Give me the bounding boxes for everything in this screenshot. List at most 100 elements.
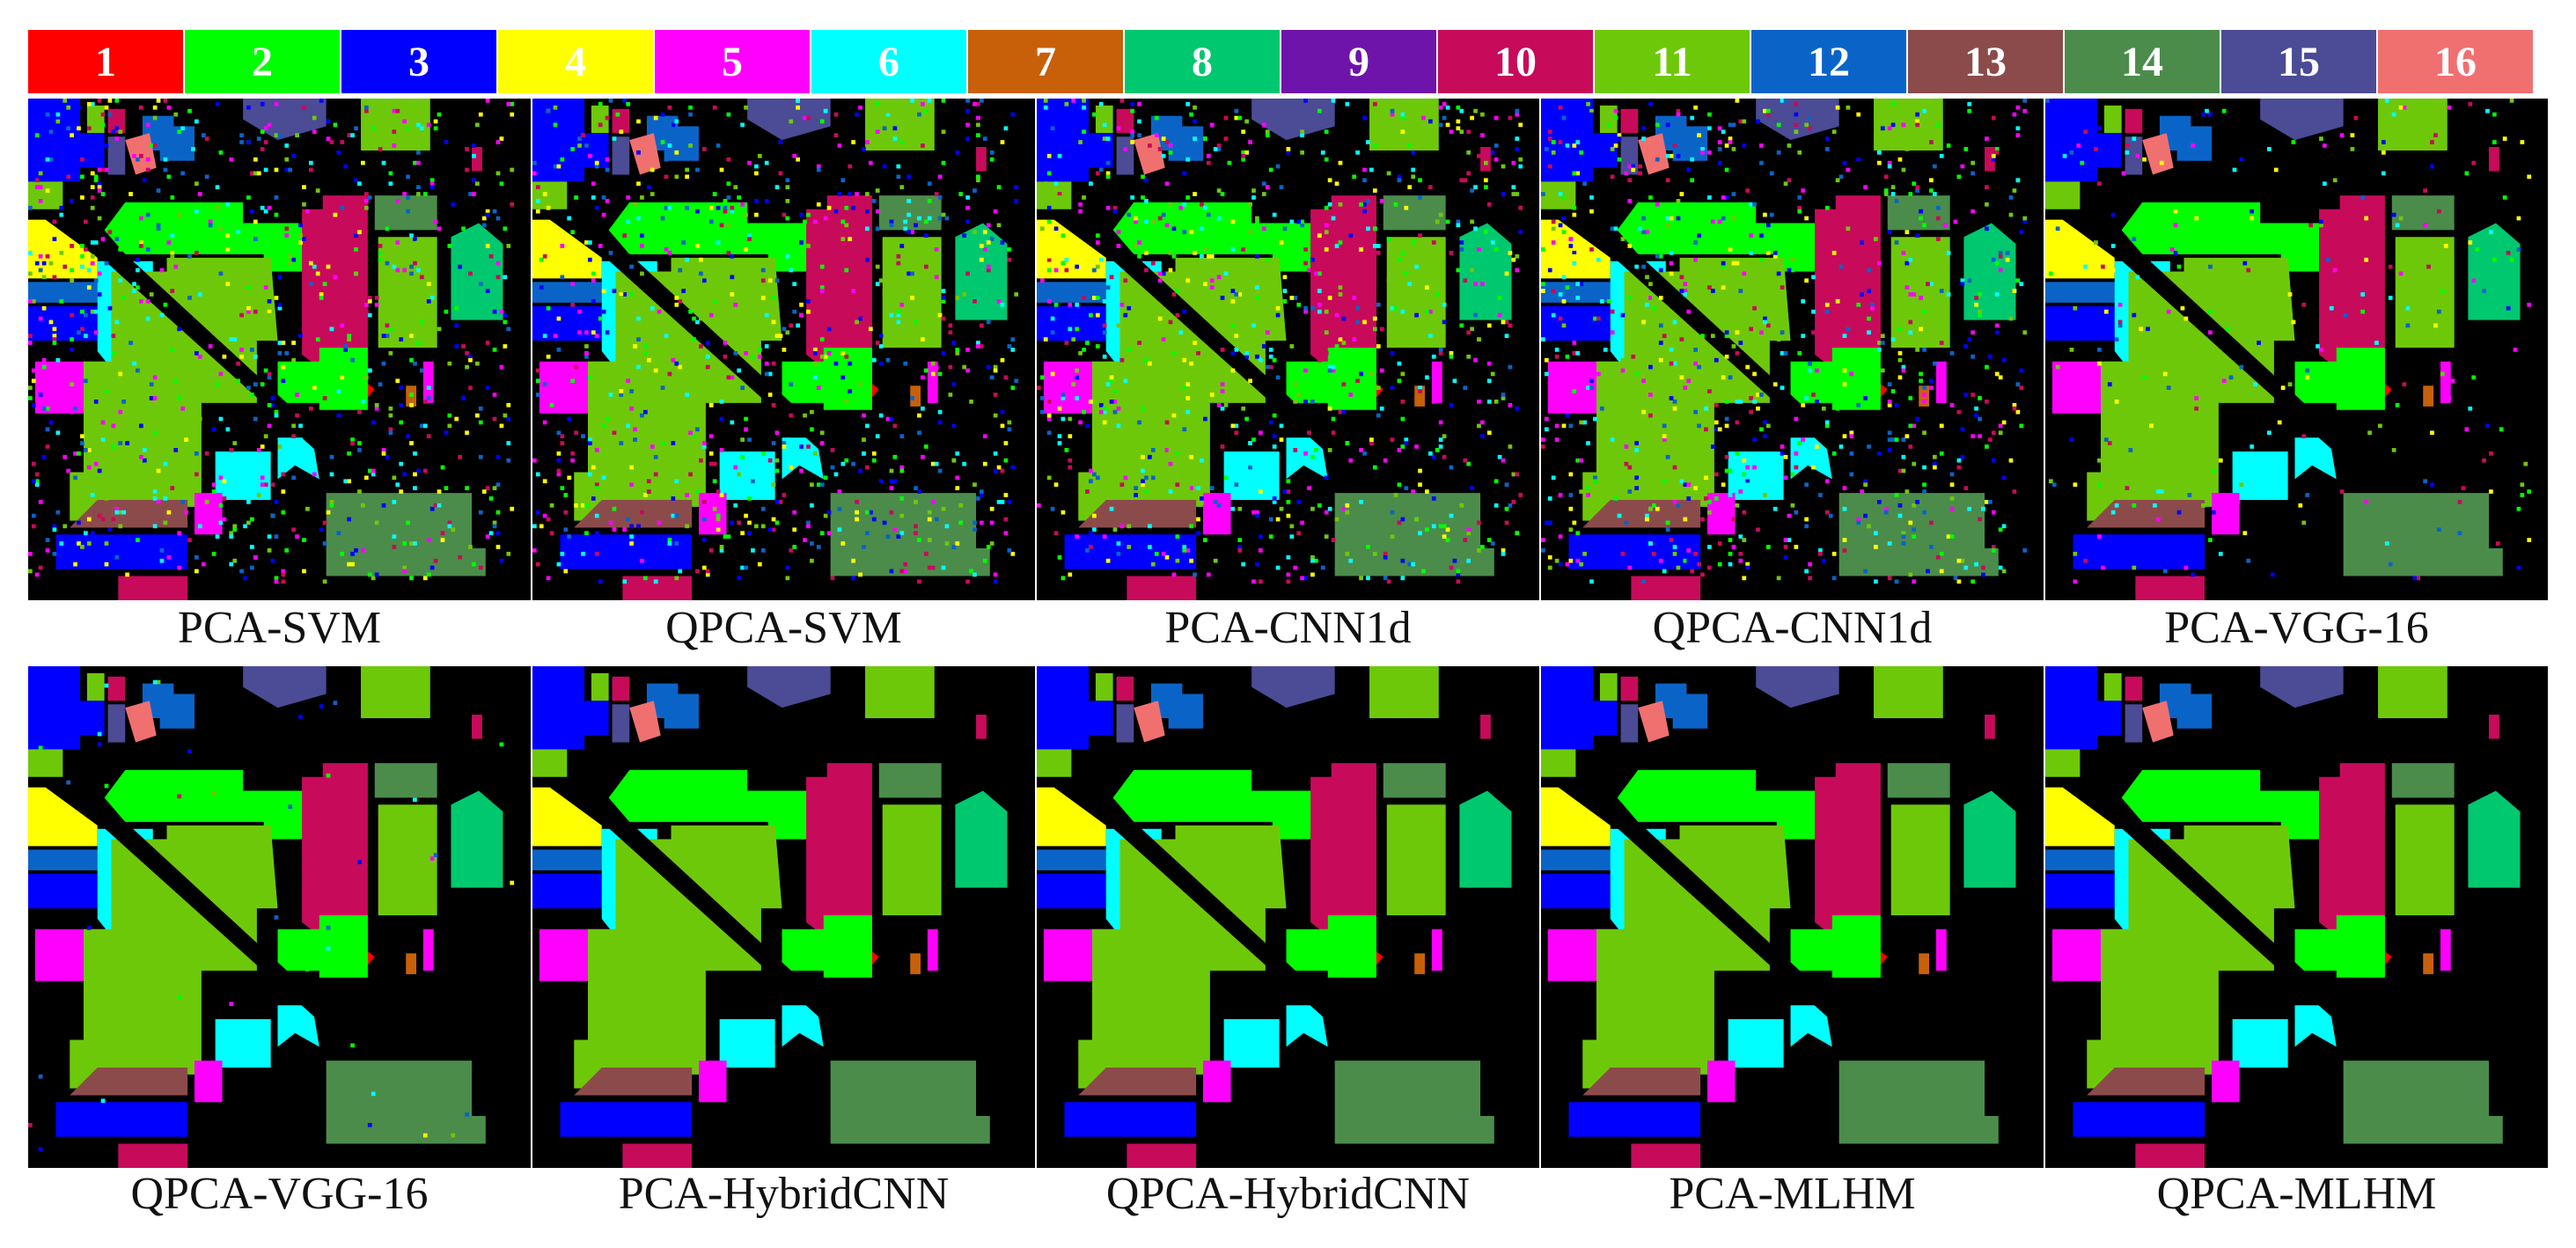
class-region-3 bbox=[1037, 666, 1090, 750]
road-strip bbox=[62, 209, 348, 473]
class-region-3 bbox=[1589, 701, 1618, 736]
class-region-10 bbox=[1480, 147, 1491, 172]
class-region-10 bbox=[1631, 576, 1701, 600]
class-region-2 bbox=[2294, 361, 2344, 403]
class-region-7 bbox=[406, 953, 417, 974]
class-region-15 bbox=[1116, 704, 1134, 743]
class-region-8 bbox=[451, 223, 503, 320]
map-caption: PCA-CNN1d bbox=[1164, 603, 1412, 653]
map-caption: QPCA-HybridCNN bbox=[1105, 1169, 1471, 1219]
class-region-15 bbox=[1251, 666, 1335, 708]
classification-map bbox=[1037, 666, 1539, 1168]
class-region-15 bbox=[243, 666, 327, 708]
class-region-15 bbox=[612, 136, 630, 175]
class-region-5 bbox=[1203, 1061, 1231, 1103]
class-region-11 bbox=[1078, 825, 1287, 1089]
class-region-11 bbox=[1874, 666, 1943, 718]
class-region-14 bbox=[374, 763, 437, 798]
road-strip bbox=[1071, 776, 1356, 1040]
class-region-10 bbox=[612, 676, 630, 701]
class-region-16 bbox=[125, 701, 157, 743]
road-strip bbox=[567, 776, 852, 1040]
class-region-11 bbox=[2087, 257, 2295, 521]
classification-map bbox=[1037, 99, 1539, 600]
class-region-5 bbox=[194, 1061, 223, 1103]
class-region-11 bbox=[1095, 672, 1113, 701]
class-region-12 bbox=[532, 849, 616, 870]
class-region-15 bbox=[2260, 666, 2344, 708]
class-region-3 bbox=[1085, 701, 1113, 736]
class-region-11 bbox=[865, 666, 935, 718]
map-panel: PCA-CNN1d bbox=[1037, 99, 1539, 653]
class-region-11 bbox=[1037, 749, 1072, 777]
misclassified-pixels bbox=[1541, 99, 2028, 584]
class-region-10 bbox=[2319, 763, 2385, 965]
class-region-14 bbox=[830, 1061, 990, 1144]
class-region-12 bbox=[1168, 126, 1204, 161]
class-region-10 bbox=[1620, 676, 1639, 701]
class-region-3 bbox=[28, 99, 81, 182]
class-region-12 bbox=[2176, 694, 2213, 729]
road-strip bbox=[62, 776, 348, 1040]
class-region-5 bbox=[699, 493, 727, 535]
class-region-11 bbox=[574, 257, 782, 521]
class-region-10 bbox=[472, 147, 482, 172]
class-region-6 bbox=[1728, 451, 1784, 500]
class-region-10 bbox=[976, 715, 987, 739]
class-region-3 bbox=[1541, 873, 1621, 909]
class-region-6 bbox=[1223, 451, 1280, 500]
class-region-3 bbox=[532, 873, 613, 909]
legend-class-13: 13 bbox=[1908, 30, 2065, 93]
class-region-11 bbox=[2087, 825, 2295, 1089]
class-region-12 bbox=[1541, 282, 1625, 303]
class-region-10 bbox=[472, 715, 482, 739]
class-region-12 bbox=[1037, 849, 1120, 870]
class-region-3 bbox=[2045, 99, 2098, 182]
class-region-11 bbox=[70, 257, 278, 521]
class-region-7 bbox=[1414, 385, 1426, 407]
class-region-4 bbox=[2045, 219, 2115, 279]
class-region-14 bbox=[2343, 493, 2503, 576]
class-region-14 bbox=[878, 763, 942, 798]
class-region-15 bbox=[612, 704, 630, 743]
map-panel: PCA-MLHM bbox=[1541, 666, 2044, 1219]
class-region-16 bbox=[1134, 133, 1165, 175]
class-region-2 bbox=[1790, 929, 1839, 971]
class-region-8 bbox=[2468, 223, 2521, 320]
class-region-10 bbox=[2135, 1143, 2205, 1168]
class-region-3 bbox=[55, 1102, 188, 1137]
class-region-12 bbox=[1168, 694, 1204, 729]
class-region-3 bbox=[2073, 1102, 2205, 1137]
class-region-14 bbox=[326, 1061, 486, 1144]
class-region-4 bbox=[532, 219, 602, 279]
class-region-4 bbox=[1037, 219, 1106, 279]
map-panel: QPCA-SVM bbox=[532, 99, 1035, 653]
class-region-6 bbox=[719, 1018, 775, 1068]
class-region-15 bbox=[107, 704, 126, 743]
class-region-11 bbox=[2378, 99, 2448, 150]
class-region-11 bbox=[882, 804, 942, 916]
class-region-2 bbox=[2336, 915, 2385, 978]
class-region-16 bbox=[1638, 133, 1670, 175]
classification-map bbox=[532, 99, 1035, 600]
class-region-11 bbox=[2103, 105, 2122, 134]
class-region-6 bbox=[782, 1005, 824, 1047]
maps-row-2: QPCA-VGG-16 PCA-HybridCNN QPCA-HybridCNN… bbox=[28, 666, 2548, 1219]
class-region-6 bbox=[277, 1005, 319, 1047]
class-region-10 bbox=[1310, 763, 1376, 965]
class-region-12 bbox=[2045, 849, 2129, 870]
classification-map bbox=[2045, 99, 2548, 600]
class-region-10 bbox=[622, 576, 693, 600]
class-region-10 bbox=[118, 1143, 188, 1168]
class-region-10 bbox=[1815, 195, 1881, 397]
class-region-3 bbox=[77, 133, 105, 168]
map-caption: QPCA-SVM bbox=[665, 603, 902, 653]
misclassified-pixels bbox=[1037, 99, 1523, 584]
class-region-11 bbox=[1386, 237, 1446, 349]
class-legend: 1 2 3 4 5 6 7 8 9 10 11 12 13 14 15 16 bbox=[28, 30, 2535, 93]
class-region-2 bbox=[1617, 769, 1825, 840]
class-region-5 bbox=[2440, 361, 2451, 403]
class-region-3 bbox=[1541, 99, 1594, 182]
legend-class-2: 2 bbox=[185, 30, 341, 93]
class-region-14 bbox=[830, 493, 990, 576]
